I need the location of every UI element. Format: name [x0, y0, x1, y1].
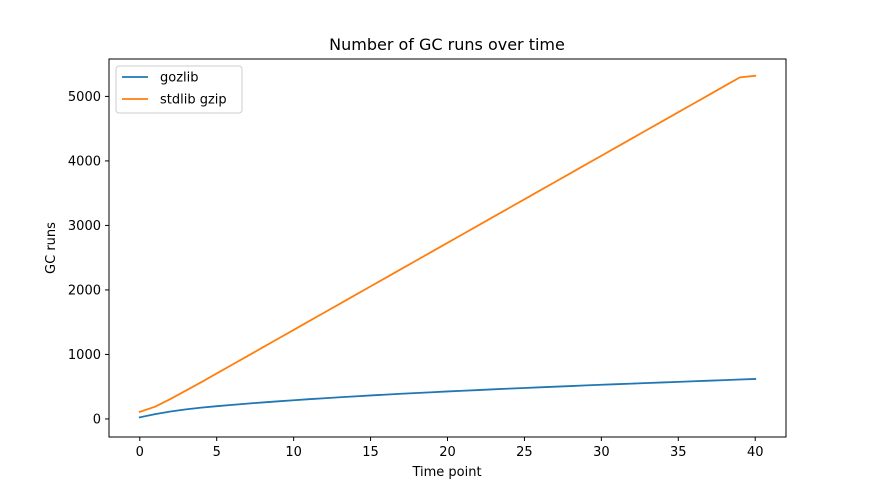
x-tick-label: 30 [593, 445, 610, 460]
x-tick-label: 10 [285, 445, 302, 460]
legend: gozlib stdlib gzip [115, 65, 243, 114]
y-tick-label: 3000 [68, 219, 101, 234]
x-tick-label: 20 [439, 445, 456, 460]
x-tick-label: 0 [136, 445, 144, 460]
y-axis-label: GC runs [44, 222, 59, 274]
y-tick-label: 4000 [68, 154, 101, 169]
x-tick-label: 15 [362, 445, 379, 460]
chart-title: Number of GC runs over time [329, 35, 565, 54]
series-line-2 [138, 74, 757, 413]
x-tick-label: 25 [516, 445, 533, 460]
y-tick-label: 2000 [68, 283, 101, 298]
plot-area [138, 74, 757, 419]
x-tick-label: 35 [670, 445, 687, 460]
x-axis-label: Time point [411, 465, 481, 480]
x-tick-label: 40 [747, 445, 764, 460]
y-axis: 0 1000 2000 3000 4000 5000 [68, 90, 109, 427]
legend-label-2: stdlib gzip [160, 93, 227, 108]
x-tick-label: 5 [213, 445, 221, 460]
legend-label-1: gozlib [160, 71, 199, 86]
y-tick-label: 5000 [68, 90, 101, 105]
x-axis: 0 5 10 15 20 25 30 35 40 [136, 437, 764, 460]
y-tick-label: 1000 [68, 348, 101, 363]
y-tick-label: 0 [93, 412, 101, 427]
series-line-1 [138, 378, 757, 419]
